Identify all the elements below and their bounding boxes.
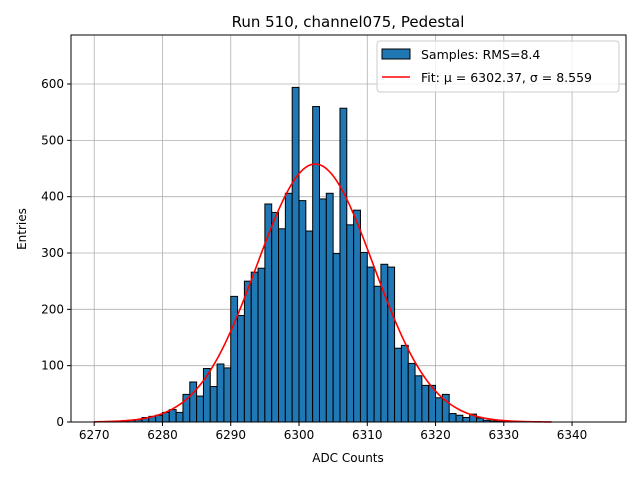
y-tick-label: 0: [56, 415, 64, 429]
histogram-bar: [435, 397, 443, 423]
histogram-bar: [339, 107, 348, 423]
fit-curve: [94, 163, 552, 423]
histogram-bar: [346, 224, 355, 423]
x-tick-label: 6340: [557, 428, 588, 442]
histogram-bar: [209, 386, 218, 423]
x-tick-label: 6270: [79, 428, 110, 442]
y-tick-label: 100: [41, 359, 64, 373]
histogram-bar: [298, 200, 307, 423]
legend-box: [376, 40, 620, 93]
histogram-bar: [400, 344, 409, 423]
legend: Samples: RMS=8.4 Fit: μ = 6302.37, σ = 8…: [376, 40, 620, 93]
chart-title: Run 510, channel075, Pedestal: [232, 13, 465, 31]
y-tick-label: 400: [41, 190, 64, 204]
x-tick-label: 6290: [215, 428, 246, 442]
histogram-bar: [353, 209, 361, 423]
y-tick-label: 200: [41, 302, 64, 316]
histogram-bar: [257, 267, 266, 423]
histogram-bar: [366, 266, 375, 423]
y-tick-label: 300: [41, 246, 64, 260]
histogram-bar: [237, 315, 245, 423]
histogram-bar: [421, 384, 430, 423]
axes-frame: [70, 34, 627, 423]
x-axis-ticks: 6270 6280 6290 6300 6310 6320 6330 6340: [79, 422, 587, 442]
histogram-bar: [475, 417, 484, 423]
histogram-bar: [318, 198, 327, 423]
histogram-bar: [394, 347, 402, 423]
x-tick-label: 6300: [284, 428, 315, 442]
histogram-bar: [175, 411, 184, 423]
y-tick-label: 500: [41, 133, 64, 147]
histogram-bar: [455, 414, 464, 423]
histogram-bar: [332, 253, 341, 423]
y-tick-label: 600: [41, 77, 64, 91]
histogram-bar: [168, 409, 177, 423]
histogram-bar: [250, 271, 259, 423]
histogram-bar: [271, 211, 280, 423]
x-tick-label: 6310: [352, 428, 383, 442]
histogram-bar: [278, 228, 286, 423]
x-tick-label: 6320: [420, 428, 451, 442]
histogram-bar: [291, 86, 300, 423]
x-axis-label: ADC Counts: [312, 451, 384, 465]
x-tick-label: 6330: [489, 428, 520, 442]
histogram-bar: [462, 416, 471, 423]
histogram-bar: [373, 285, 382, 423]
histogram-bar: [387, 266, 396, 423]
histogram-bar: [243, 280, 252, 423]
histogram-bar: [284, 192, 293, 423]
histogram-bar: [312, 106, 320, 423]
histogram-bar: [407, 362, 416, 423]
x-tick-label: 6280: [147, 428, 178, 442]
histogram-bar: [189, 381, 198, 423]
histogram-bar: [305, 230, 314, 423]
histogram-bar: [196, 395, 204, 423]
histogram-bar: [448, 413, 457, 423]
histogram-bar: [216, 363, 225, 423]
legend-label-fit: Fit: μ = 6302.37, σ = 8.559: [421, 70, 592, 85]
y-axis-ticks: 0 100 200 300 400 500 600: [41, 77, 71, 429]
y-axis-label: Entries: [15, 208, 29, 250]
histogram-bar: [359, 251, 368, 423]
legend-patch-samples: [381, 48, 411, 60]
histogram-bar: [223, 367, 232, 423]
legend-label-samples: Samples: RMS=8.4: [421, 47, 540, 62]
histogram-bar: [325, 192, 334, 423]
histogram-bar: [230, 295, 239, 423]
histogram-bar: [414, 375, 423, 423]
